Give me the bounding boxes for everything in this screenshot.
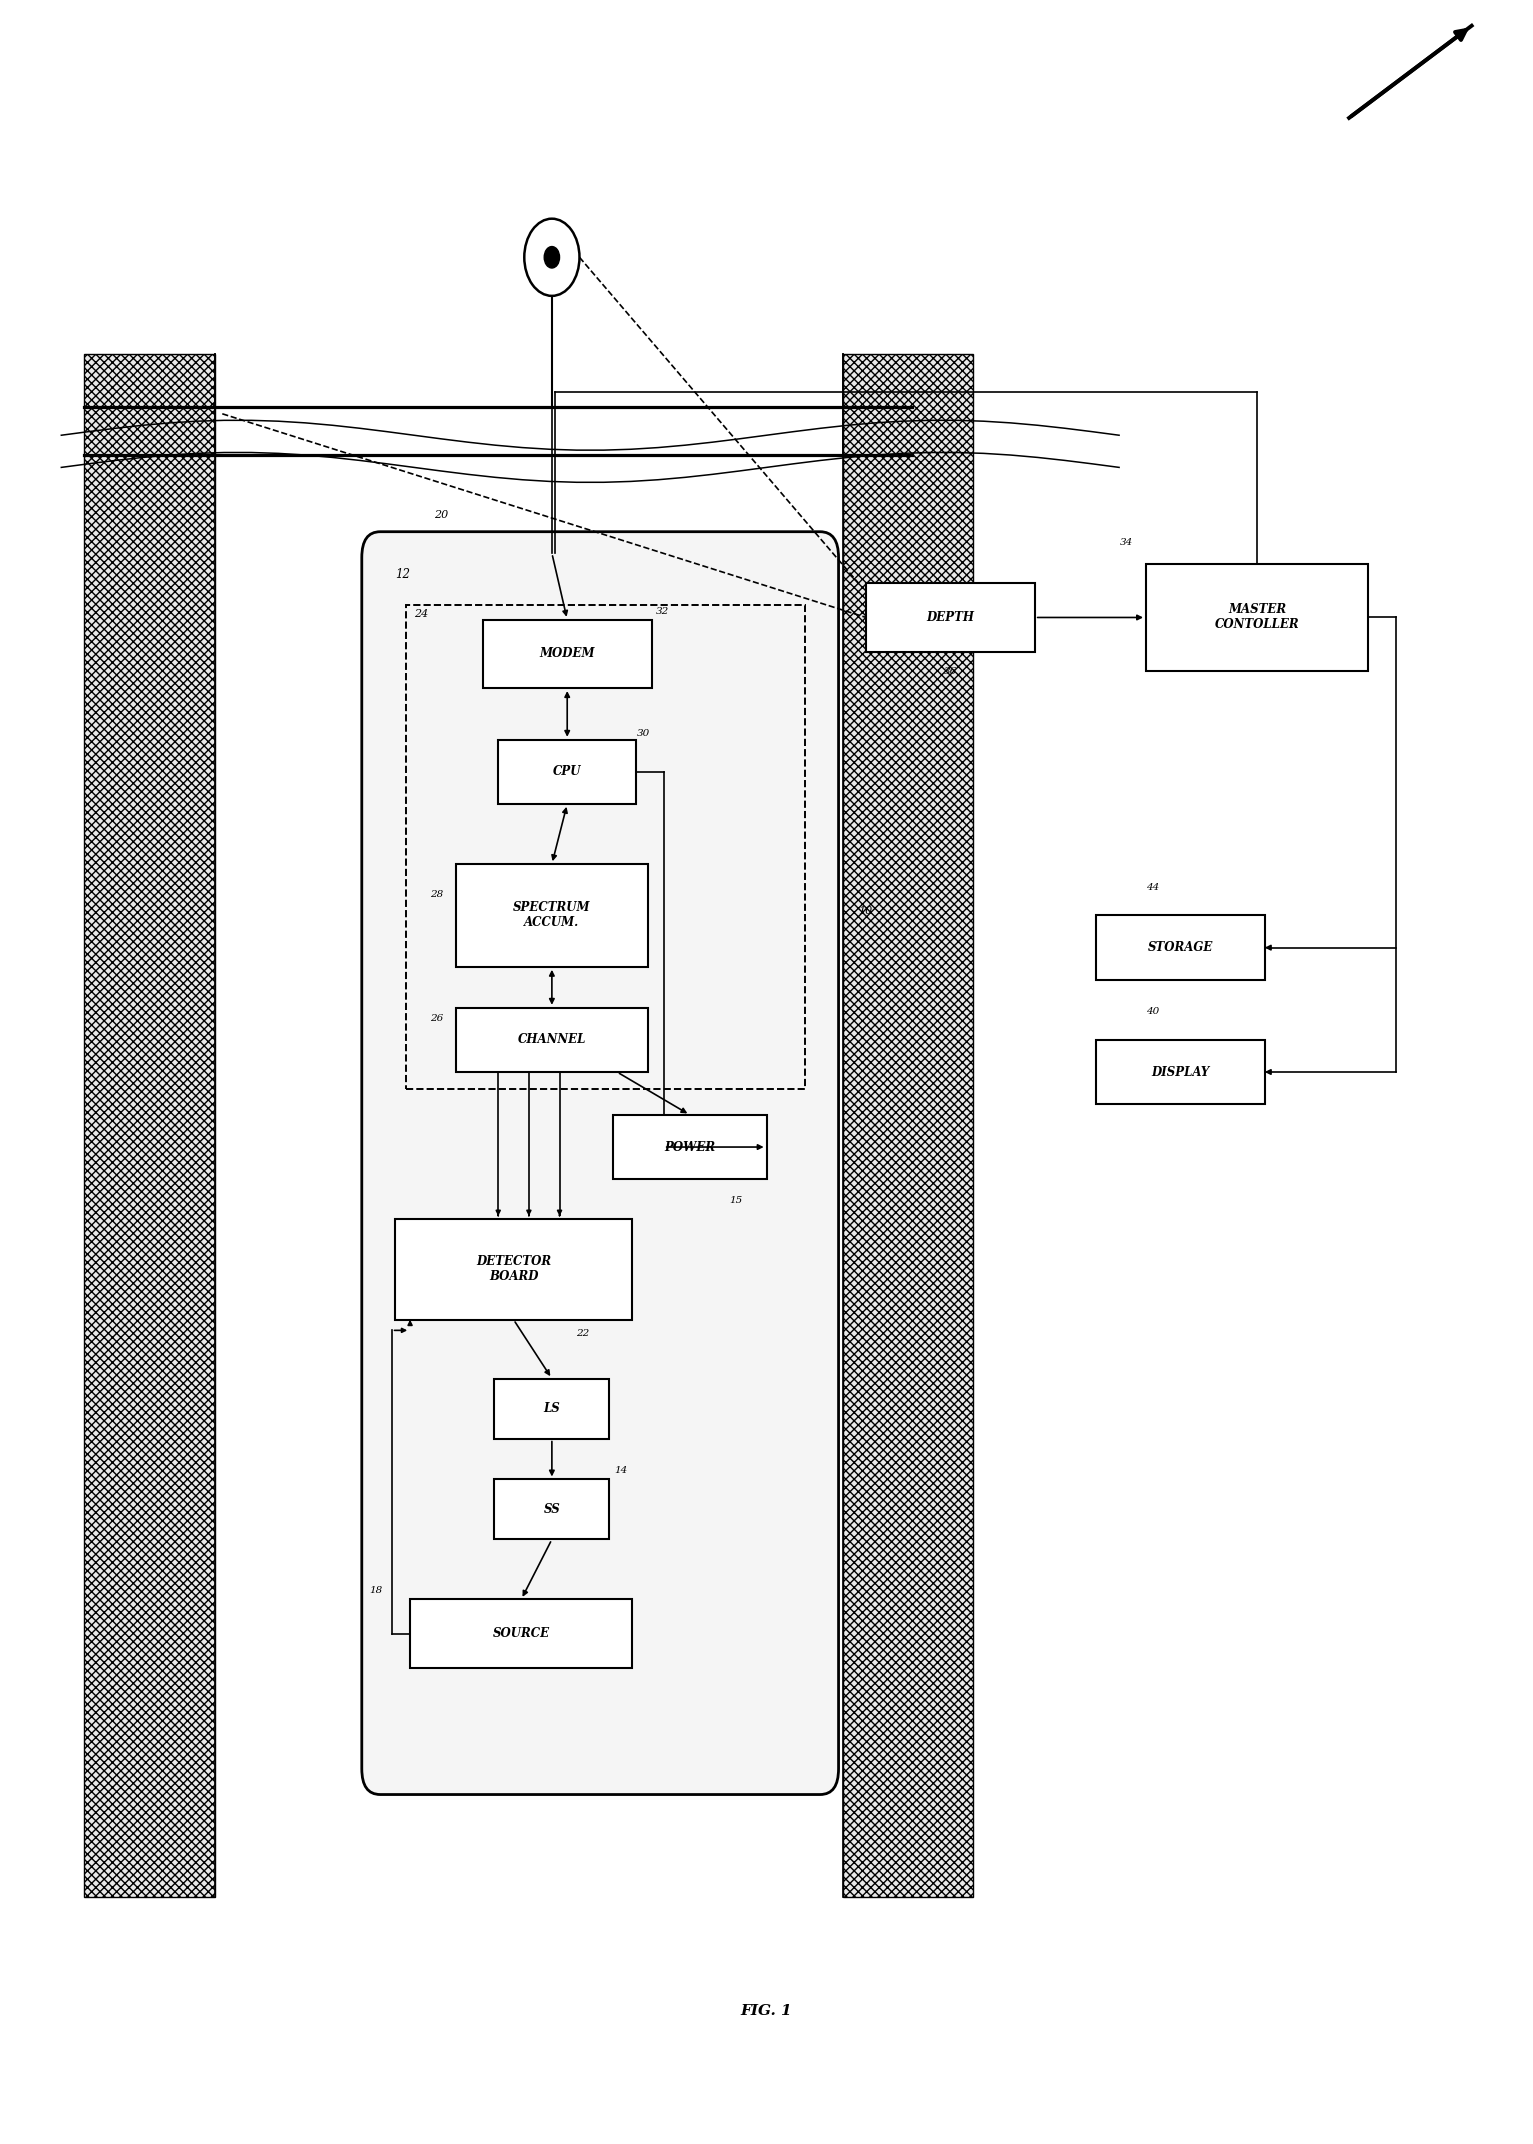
Text: 30: 30 [638,729,650,738]
Text: DETECTOR
BOARD: DETECTOR BOARD [475,1254,552,1284]
Text: 14: 14 [615,1466,627,1475]
Bar [1096,1040,1265,1104]
Text: 20: 20 [434,510,448,519]
Text: POWER: POWER [664,1141,716,1153]
Bar [406,605,805,1089]
Bar [396,1218,632,1321]
FancyBboxPatch shape [362,532,839,1795]
Circle shape [524,219,579,296]
Bar [494,1479,610,1539]
Text: SOURCE: SOURCE [492,1627,550,1640]
Text: 15: 15 [730,1196,742,1205]
Bar [483,620,652,688]
Text: 34: 34 [1121,538,1133,547]
Bar [498,740,636,804]
Text: LS: LS [544,1402,560,1415]
Bar [1145,564,1369,671]
Text: 36: 36 [944,667,957,675]
Text: 18: 18 [369,1587,382,1595]
Text: DEPTH: DEPTH [926,611,975,624]
Text: SS: SS [544,1503,560,1516]
Bar [866,583,1035,652]
Bar [843,354,973,1897]
Text: CPU: CPU [553,765,581,778]
Text: FIG. 1: FIG. 1 [740,2005,793,2018]
Text: MASTER
CONTOLLER: MASTER CONTOLLER [1214,602,1300,632]
Text: MODEM: MODEM [540,647,595,660]
Text: 32: 32 [656,607,668,615]
Text: STORAGE: STORAGE [1148,941,1213,954]
Text: DISPLAY: DISPLAY [1151,1066,1210,1078]
Text: 44: 44 [1147,883,1159,892]
Bar [457,1008,647,1072]
Circle shape [544,247,560,268]
Text: 12: 12 [396,568,411,581]
Text: CHANNEL: CHANNEL [518,1033,586,1046]
Text: SPECTRUM
ACCUM.: SPECTRUM ACCUM. [514,900,590,930]
Bar [84,354,215,1897]
Bar [1096,915,1265,980]
Bar [494,1379,610,1439]
Text: 40: 40 [1147,1008,1159,1016]
Text: 10: 10 [858,907,872,915]
Bar [411,1599,632,1668]
Text: 28: 28 [431,890,443,898]
Text: 26: 26 [431,1014,443,1023]
Text: 24: 24 [414,609,428,620]
Bar [457,864,647,967]
Text: 22: 22 [576,1329,589,1338]
Bar [613,1115,766,1179]
